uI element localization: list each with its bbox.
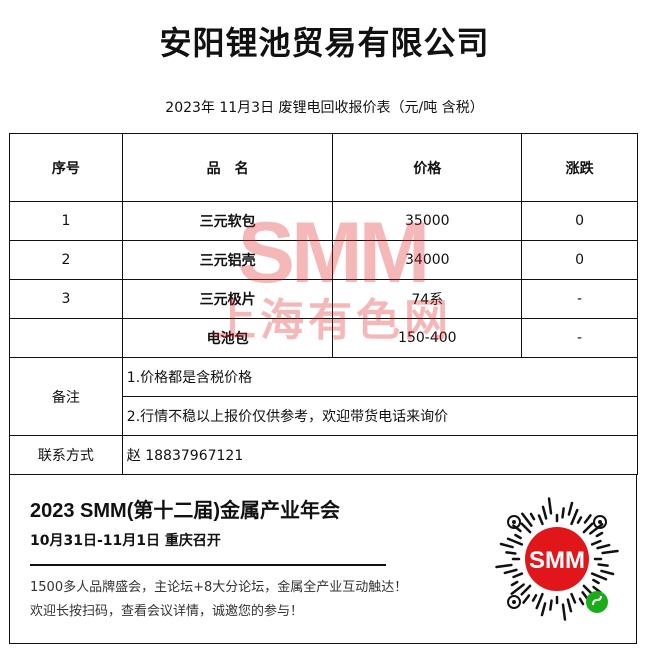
cell-change: -: [521, 318, 638, 358]
header-name: 品 名: [121, 133, 334, 202]
qr-ray: [590, 572, 608, 581]
qr-ray: [514, 533, 522, 540]
qr-ray: [566, 598, 573, 613]
qr-ray: [596, 543, 611, 550]
qr-ray: [589, 523, 604, 535]
qr-ray: [570, 592, 577, 604]
qr-ray: [522, 594, 531, 604]
qr-ray: [510, 583, 525, 595]
remarks-label: 备注: [9, 357, 123, 436]
qr-ray: [567, 501, 574, 516]
qr-ray: [529, 512, 536, 521]
cell-price: 74系: [332, 279, 523, 319]
cell-no: [9, 318, 123, 358]
qr-ray: [510, 580, 519, 587]
cell-name: 三元极片: [121, 279, 334, 319]
cell-price: 34000: [332, 240, 523, 280]
qr-ray: [535, 592, 544, 610]
cell-name: 三元铝壳: [121, 240, 334, 280]
qr-ray: [583, 514, 592, 524]
cell-no: 2: [9, 240, 123, 280]
header-no: 序号: [9, 133, 123, 202]
qr-ray: [600, 569, 615, 576]
mini-program-icon: [586, 591, 608, 613]
contact-value: 赵 18837967121: [121, 435, 639, 475]
header-price: 价格: [332, 133, 523, 202]
qr-ray: [576, 516, 583, 524]
qr-ray: [531, 594, 538, 602]
price-table-subtitle: 2023年 11月3日 废锂电回收报价表（元/吨 含税）: [165, 100, 484, 116]
qr-ray: [547, 497, 553, 515]
table-row: 3 三元极片 74系 -: [9, 279, 638, 319]
smm-logo-icon: [525, 527, 589, 591]
qr-ray: [541, 505, 548, 520]
qr-ray: [520, 522, 532, 534]
cell-no: 1: [9, 201, 123, 241]
conference-date: 10月31日-11月1日 重庆召开: [30, 533, 221, 549]
cell-name: 电池包: [121, 318, 334, 358]
qr-ray: [537, 514, 544, 526]
qr-ray: [506, 537, 524, 546]
qr-ray: [521, 512, 533, 527]
cell-change: -: [521, 279, 638, 319]
qr-ray: [597, 563, 609, 567]
remark-1: 1.价格都是含税价格: [121, 357, 639, 397]
qr-ray: [520, 584, 532, 596]
qr-ray: [582, 522, 594, 534]
qr-ray: [549, 599, 553, 611]
qr-ray: [578, 597, 585, 606]
cell-no: 3: [9, 279, 123, 319]
qr-ray: [570, 508, 579, 526]
qr-ray: [561, 507, 565, 519]
remark-2: 2.行情不稳以上报价仅供参考，欢迎带货电话来询价: [121, 396, 639, 436]
conference-desc-1: 1500多人品牌盛会，主论坛+8大分论坛，金属全产业互动触达！: [30, 580, 408, 595]
contact-label: 联系方式: [9, 435, 123, 475]
table-row: 2 三元铝壳 34000 0: [9, 240, 638, 280]
cell-price: 150-400: [332, 318, 523, 358]
contact-row: 联系方式赵 18837967121: [9, 435, 639, 475]
conference-title: 2023 SMM(第十二届)金属产业年会: [30, 500, 341, 522]
remarks-row: 备注 1.价格都是含税价格: [9, 357, 639, 436]
qr-ray: [590, 539, 602, 546]
svg-text:SMM: SMM: [529, 547, 585, 574]
cell-name: 三元软包: [121, 201, 334, 241]
header-change: 涨跌: [521, 133, 638, 202]
qr-ray: [595, 531, 604, 538]
table-row: 电池包 150-400-: [9, 318, 638, 358]
qr-ray: [561, 603, 567, 621]
mini-program-qr-code[interactable]: SMM: [492, 494, 622, 624]
divider: [30, 564, 386, 566]
remarks-row: 2.行情不稳以上报价仅供参考，欢迎带货电话来询价: [10, 396, 639, 436]
cell-price: 35000: [332, 201, 523, 241]
company-title: 安阳锂池贸易有限公司: [159, 24, 490, 62]
qr-ray: [499, 542, 514, 549]
price-table: 序号 品 名 价格 涨跌 1 三元软包 35000 0 2 三元铝壳 34000 0 3 三元…: [9, 133, 639, 475]
table-header-row: 序号 品 名 价格 涨跌: [9, 133, 638, 202]
qr-ray: [505, 551, 517, 555]
cell-change: 0: [521, 201, 638, 241]
qr-ray: [601, 549, 619, 555]
cell-change: 0: [521, 240, 638, 280]
table-row: 1 三元软包 35000 0: [9, 201, 638, 241]
qr-ray: [512, 572, 524, 579]
qr-ray: [503, 568, 518, 575]
conference-desc-2: 欢迎长按扫码，查看会议详情，诚邀您的参与！: [30, 604, 304, 619]
qr-ray: [592, 578, 600, 585]
qr-ray: [540, 602, 547, 617]
qr-ray: [495, 563, 513, 569]
conference-banner[interactable]: 2023 SMM(第十二届)金属产业年会 10月31日-11月1日 重庆召开 1…: [9, 474, 637, 644]
